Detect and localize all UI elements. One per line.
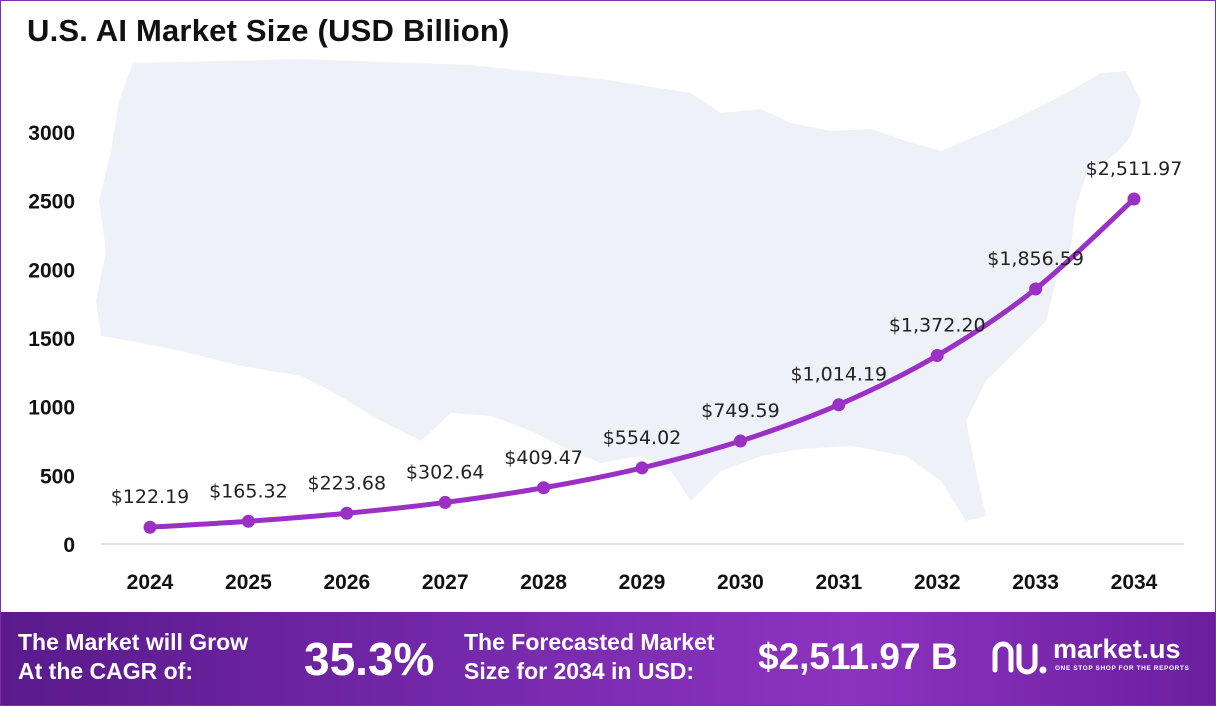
y-tick-label: 500 [40,465,75,488]
brand-tagline: ONE STOP SHOP FOR THE REPORTS [1055,665,1190,672]
x-tick-label: 2025 [225,571,272,594]
forecast-text: The Forecasted Market Size for 2034 in U… [464,628,715,686]
cagr-value: 35.3% [304,633,435,685]
data-label: $302.64 [406,461,485,483]
y-tick-label: 2500 [28,191,75,214]
data-point [241,514,255,528]
x-tick-label: 2032 [914,571,961,594]
data-point [143,520,157,534]
footer-banner: The Market will Grow At the CAGR of: 35.… [1,612,1215,705]
cagr-text-line1: The Market will Grow [18,629,249,655]
data-label: $749.59 [701,400,780,422]
data-point [438,495,452,509]
data-label: $1,856.59 [987,248,1084,270]
x-tick-label: 2029 [619,571,666,594]
data-label: $2,511.97 [1086,158,1183,180]
x-tick-label: 2026 [323,571,370,594]
y-tick-label: 3000 [28,122,75,145]
data-point [1127,192,1141,206]
data-label: $165.32 [209,480,288,502]
y-tick-label: 0 [63,534,75,557]
series-line [147,196,1137,530]
data-point [733,434,747,448]
cagr-text-line2: At the CAGR of: [18,658,194,684]
brand-name: market.us [1053,634,1181,664]
data-point [1029,282,1043,296]
us-map-silhouette [96,59,1141,521]
x-tick-label: 2034 [1111,571,1158,594]
x-tick-label: 2033 [1012,571,1059,594]
data-label: $554.02 [603,427,682,449]
cagr-text: The Market will Grow At the CAGR of: [18,628,248,686]
data-point [537,481,551,495]
y-tick-label: 2000 [28,259,75,282]
data-point [832,398,846,412]
data-point [340,506,354,520]
data-point [635,461,649,475]
data-label: $1,372.20 [889,315,986,337]
market-us-logo-icon [992,641,1047,675]
data-label: $1,014.19 [790,364,887,386]
y-tick-label: 1000 [28,397,75,420]
y-tick-label: 1500 [28,328,75,351]
x-tick-label: 2028 [520,571,567,594]
chart-title: U.S. AI Market Size (USD Billion) [27,13,510,48]
data-label: $122.19 [111,486,190,508]
x-tick-label: 2031 [815,571,862,594]
data-point [930,349,944,363]
data-label: $409.47 [504,447,583,469]
x-tick-label: 2024 [127,571,174,594]
forecast-value: $2,511.97 B [758,636,958,677]
forecast-text-line1: The Forecasted Market [464,629,715,655]
x-tick-label: 2030 [717,571,764,594]
line-chart: 0 500 1000 1500 2000 2500 3000 2024 2025 2026 202… [28,59,1184,594]
forecast-text-line2: Size for 2034 in USD: [464,658,695,684]
data-label: $223.68 [308,472,387,494]
x-tick-label: 2027 [422,571,469,594]
